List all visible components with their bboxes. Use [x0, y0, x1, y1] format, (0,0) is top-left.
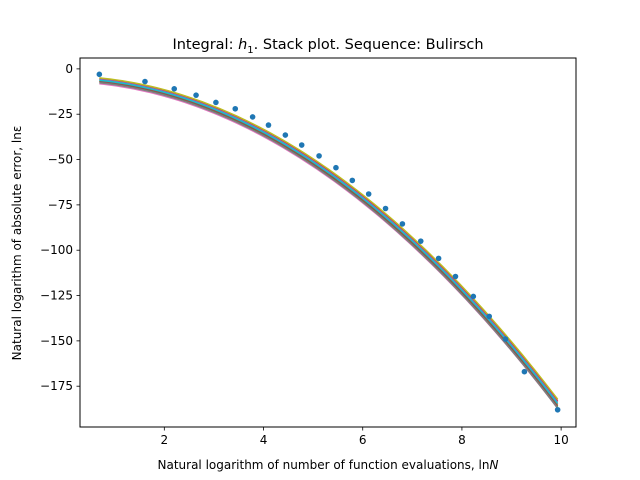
data-point	[316, 153, 322, 159]
y-tick-label: −150	[40, 334, 73, 348]
data-point	[365, 191, 372, 197]
y-tick-label: −25	[48, 107, 73, 121]
x-tick-label: 2	[160, 433, 168, 447]
data-point	[470, 293, 477, 300]
x-tick-label: 6	[359, 433, 367, 447]
data-point	[142, 78, 148, 85]
data-point	[435, 255, 442, 262]
data-point	[417, 238, 424, 244]
data-point	[333, 164, 339, 171]
data-point	[193, 92, 199, 98]
data-point	[96, 71, 103, 78]
y-tick-label: −75	[48, 198, 73, 212]
data-point	[554, 406, 561, 413]
series-line-7	[99, 81, 559, 409]
data-point	[232, 105, 239, 112]
data-point	[399, 221, 406, 227]
x-axis: 2 4 6 8 10	[160, 427, 569, 447]
series-line-4	[99, 78, 559, 403]
data-point	[265, 122, 272, 128]
x-tick-label: 4	[260, 433, 268, 447]
data-point	[298, 142, 305, 148]
data-point	[521, 368, 528, 375]
data-point	[171, 86, 178, 92]
title-subscript: 1	[247, 45, 253, 56]
y-axis-label: Natural logarithm of absolute error, lnε	[10, 126, 24, 361]
y-axis: 0 −25 −50 −75 −100 −125 −150 −175	[40, 62, 80, 393]
series-line-9	[99, 79, 559, 405]
data-point	[249, 114, 256, 120]
x-tick-label: 10	[553, 433, 568, 447]
data-point	[502, 336, 509, 342]
series-line-8	[99, 77, 559, 400]
data-point	[349, 177, 356, 184]
axes-frame	[79, 57, 577, 428]
series-line-5	[99, 80, 559, 407]
x-tick-label: 8	[458, 433, 466, 447]
y-tick-label: −50	[48, 153, 73, 167]
data-point	[382, 205, 389, 212]
x-axis-label: Natural logarithm of number of function …	[158, 458, 499, 472]
data-point	[213, 99, 219, 106]
y-tick-label: −125	[40, 289, 73, 303]
y-tick-label: 0	[65, 62, 73, 76]
data-point	[452, 273, 459, 280]
data-point	[486, 313, 493, 320]
plot-area	[96, 71, 561, 413]
title-symbol: h	[238, 37, 247, 53]
chart-title: Integral: h1. Stack plot. Sequence: Buli…	[172, 37, 483, 56]
y-tick-label: −100	[40, 243, 73, 257]
data-point	[282, 132, 289, 138]
y-tick-label: −175	[40, 379, 73, 393]
